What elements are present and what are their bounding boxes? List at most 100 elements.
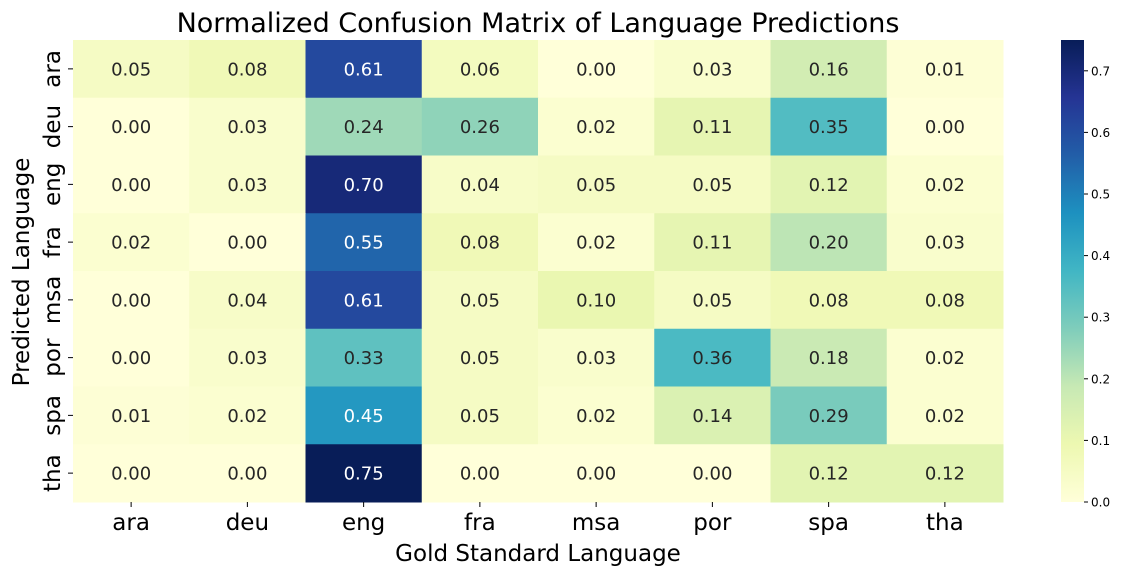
heatmap-cell-msa-tha xyxy=(886,271,1004,330)
heatmap-cell-eng-tha xyxy=(886,155,1004,214)
heatmap-cell-tha-fra xyxy=(421,444,539,503)
heatmap-cell-tha-ara xyxy=(73,444,190,503)
heatmap-cell-tha-msa xyxy=(538,444,655,503)
heatmap-cell-ara-eng xyxy=(305,40,423,99)
cell-value-label: 0.03 xyxy=(925,233,965,254)
heatmap-cell-msa-eng xyxy=(305,271,423,330)
cell-value-label: 0.12 xyxy=(809,175,849,196)
heatmap-cell-por-fra xyxy=(421,328,539,387)
x-tick-label: deu xyxy=(226,510,269,536)
cell-value-label: 0.00 xyxy=(111,348,151,369)
cell-value-label: 0.02 xyxy=(925,175,965,196)
heatmap-cell-deu-ara xyxy=(73,97,190,156)
colorbar-tick-label: 0.5 xyxy=(1091,188,1110,202)
y-tick-label: spa xyxy=(40,395,66,436)
x-axis-ticks: ara deu eng fra msa por spa tha xyxy=(112,502,964,536)
cell-value-label: 0.00 xyxy=(692,464,732,485)
colorbar-tick-label: 0.3 xyxy=(1091,311,1110,325)
heatmap-cell-eng-ara xyxy=(73,155,190,214)
cell-value-label: 0.45 xyxy=(344,406,384,427)
y-axis-ticks: ara deu eng fra msa por spa tha xyxy=(40,50,73,492)
heatmap-cell-msa-fra xyxy=(421,271,539,330)
heatmap-cell-ara-deu xyxy=(189,40,306,99)
cell-value-label: 0.00 xyxy=(111,464,151,485)
y-tick-label: por xyxy=(40,338,66,377)
heatmap-cells xyxy=(73,40,1004,503)
cell-value-label: 0.61 xyxy=(344,290,384,311)
cell-value-label: 0.03 xyxy=(227,117,267,138)
cell-value-label: 0.33 xyxy=(344,348,384,369)
cell-value-label: 0.24 xyxy=(344,117,384,138)
y-tick-label: deu xyxy=(40,105,66,148)
x-tick-label: tha xyxy=(926,510,964,536)
cell-value-label: 0.01 xyxy=(925,59,965,80)
heatmap-cell-labels: 0.05 0.08 0.61 0.06 0.00 0.03 0.16 0.01 0.00 0.03… xyxy=(111,59,965,484)
heatmap-cell-spa-por xyxy=(654,386,771,445)
cell-value-label: 0.26 xyxy=(460,117,500,138)
heatmap-cell-ara-fra xyxy=(421,40,539,99)
heatmap-cell-por-eng xyxy=(305,328,423,387)
heatmap-cell-deu-tha xyxy=(886,97,1004,156)
cell-value-label: 0.08 xyxy=(925,290,965,311)
cell-value-label: 0.05 xyxy=(111,59,151,80)
colorbar: 0.0 0.1 0.2 0.3 0.4 0.5 0.6 0.7 xyxy=(1061,40,1110,510)
cell-value-label: 0.16 xyxy=(809,59,849,80)
cell-value-label: 0.05 xyxy=(576,175,616,196)
cell-value-label: 0.08 xyxy=(809,290,849,311)
heatmap-cell-deu-fra xyxy=(421,97,539,156)
cell-value-label: 0.06 xyxy=(460,59,500,80)
cell-value-label: 0.05 xyxy=(460,406,500,427)
cell-value-label: 0.05 xyxy=(460,348,500,369)
cell-value-label: 0.02 xyxy=(576,406,616,427)
heatmap-cell-tha-tha xyxy=(886,444,1004,503)
heatmap-cell-deu-spa xyxy=(770,97,888,156)
heatmap-cell-msa-ara xyxy=(73,271,190,330)
x-axis-label: Gold Standard Language xyxy=(395,541,681,567)
cell-value-label: 0.36 xyxy=(692,348,732,369)
heatmap-cell-ara-ara xyxy=(73,40,190,99)
heatmap-cell-spa-eng xyxy=(305,386,423,445)
heatmap-cell-msa-por xyxy=(654,271,771,330)
heatmap-cell-spa-deu xyxy=(189,386,306,445)
heatmap-cell-tha-eng xyxy=(305,444,423,503)
x-tick-label: fra xyxy=(464,510,496,536)
y-tick-label: ara xyxy=(40,50,66,88)
cell-value-label: 0.35 xyxy=(809,117,849,138)
heatmap-cell-ara-tha xyxy=(886,40,1004,99)
chart-title: Normalized Confusion Matrix of Language … xyxy=(177,8,900,39)
cell-value-label: 0.70 xyxy=(344,175,384,196)
heatmap-cell-fra-spa xyxy=(770,213,888,272)
cell-value-label: 0.03 xyxy=(692,59,732,80)
heatmap-cell-fra-msa xyxy=(538,213,655,272)
cell-value-label: 0.10 xyxy=(576,290,616,311)
y-tick-label: eng xyxy=(40,163,66,206)
heatmap-cell-por-por xyxy=(654,328,771,387)
cell-value-label: 0.00 xyxy=(576,59,616,80)
cell-value-label: 0.04 xyxy=(460,175,500,196)
heatmap-cell-spa-spa xyxy=(770,386,888,445)
cell-value-label: 0.05 xyxy=(692,175,732,196)
cell-value-label: 0.02 xyxy=(925,406,965,427)
heatmap-cell-por-ara xyxy=(73,328,190,387)
heatmap-cell-fra-por xyxy=(654,213,771,272)
heatmap-cell-spa-tha xyxy=(886,386,1004,445)
heatmap-cell-ara-por xyxy=(654,40,771,99)
cell-value-label: 0.61 xyxy=(344,59,384,80)
cell-value-label: 0.01 xyxy=(111,406,151,427)
heatmap-cell-deu-msa xyxy=(538,97,655,156)
heatmap-cell-deu-deu xyxy=(189,97,306,156)
heatmap-cell-por-tha xyxy=(886,328,1004,387)
heatmap-cell-spa-ara xyxy=(73,386,190,445)
heatmap-cell-fra-deu xyxy=(189,213,306,272)
cell-value-label: 0.18 xyxy=(809,348,849,369)
cell-value-label: 0.02 xyxy=(925,348,965,369)
heatmap-cell-eng-fra xyxy=(421,155,539,214)
cell-value-label: 0.00 xyxy=(576,464,616,485)
y-tick-label: tha xyxy=(40,454,66,492)
colorbar-tick-label: 0.0 xyxy=(1091,496,1110,510)
heatmap-cell-por-deu xyxy=(189,328,306,387)
heatmap-cell-spa-fra xyxy=(421,386,539,445)
colorbar-tick-label: 0.2 xyxy=(1091,372,1110,386)
x-tick-label: eng xyxy=(342,510,385,536)
x-tick-label: spa xyxy=(808,510,849,536)
